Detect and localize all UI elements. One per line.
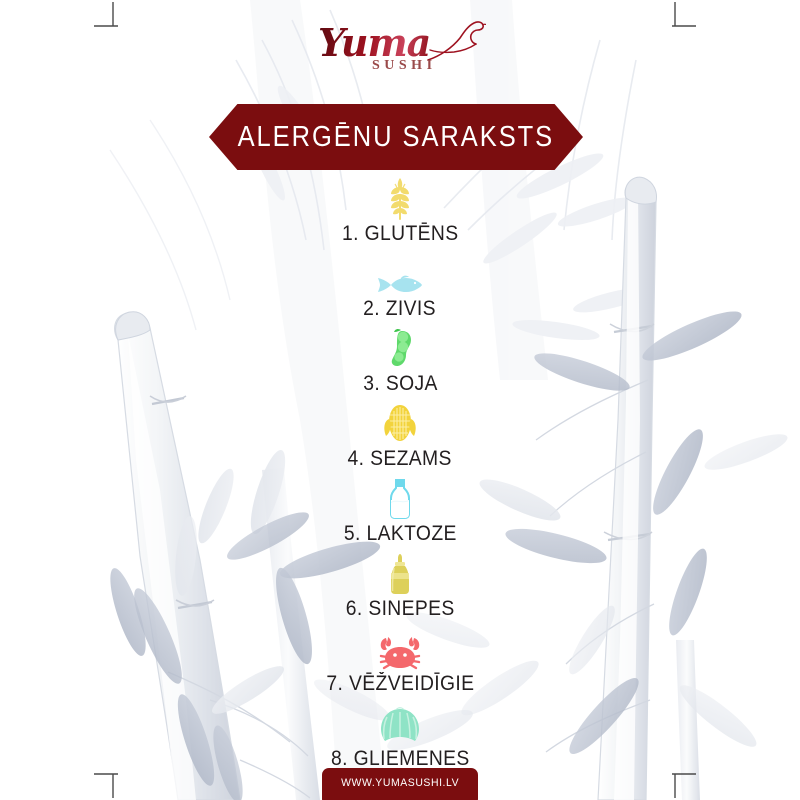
list-item: 5. LAKTOZE <box>339 478 462 545</box>
list-item: 7. VĒŽVEIDĪGIE <box>320 628 481 695</box>
footer-url-badge[interactable]: WWW.YUMASUSHI.LV <box>322 768 478 800</box>
list-item: 8. GLIEMENES <box>325 703 476 770</box>
allergen-label: 3. SOJA <box>362 372 438 395</box>
allergen-list: 1. GLUTĒNS 2. ZIVIS <box>0 178 800 800</box>
wheat-icon <box>377 178 423 220</box>
title-banner: ALERGĒNU SARAKSTS <box>209 104 583 170</box>
allergen-label: 7. VĒŽVEIDĪGIE <box>326 672 474 695</box>
bird-outline-icon <box>427 21 486 61</box>
list-item: 6. SINEPES <box>341 553 459 620</box>
brand-subtitle: SUSHI <box>372 58 437 73</box>
list-item: 1. GLUTĒNS <box>337 178 464 245</box>
allergen-label: 4. SEZAMS <box>347 447 453 470</box>
list-item: 4. SEZAMS <box>343 403 456 470</box>
brand-logo: Yuma SUSHI <box>0 20 800 74</box>
scallop-shell-icon <box>377 703 423 745</box>
crab-icon <box>377 628 423 670</box>
page-title: ALERGĒNU SARAKSTS <box>237 120 555 153</box>
corn-icon <box>377 403 423 445</box>
website-url: WWW.YUMASUSHI.LV <box>340 777 460 789</box>
allergen-label: 1. GLUTĒNS <box>341 222 459 245</box>
allergen-label: 8. GLIEMENES <box>330 747 470 770</box>
allergen-label: 6. SINEPES <box>345 597 455 620</box>
allergen-label: 5. LAKTOZE <box>343 522 457 545</box>
mustard-bottle-icon <box>377 553 423 595</box>
list-item: 3. SOJA <box>360 328 441 395</box>
milk-bottle-icon <box>377 478 423 520</box>
soybean-icon <box>377 328 423 370</box>
fish-icon <box>377 253 423 295</box>
allergen-label: 2. ZIVIS <box>363 297 437 320</box>
list-item: 2. ZIVIS <box>360 253 439 320</box>
